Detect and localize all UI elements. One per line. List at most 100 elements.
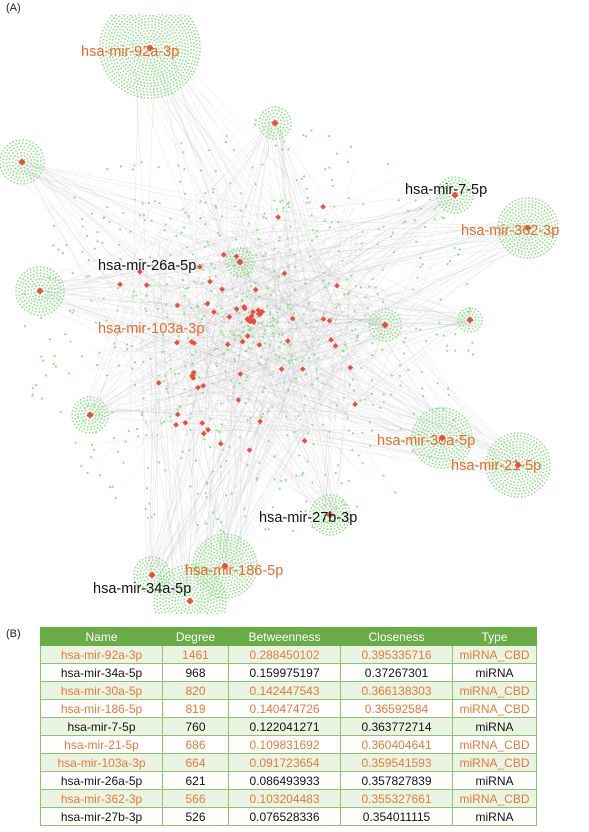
gene-node — [196, 594, 198, 597]
gene-node — [438, 419, 440, 422]
gene-node — [39, 149, 42, 152]
gene-node — [467, 430, 470, 433]
gene-node — [153, 604, 156, 607]
network-edge — [209, 333, 252, 466]
gene-node — [174, 52, 177, 55]
gene-node — [470, 439, 473, 442]
gene-node — [230, 250, 232, 253]
gene-node — [150, 568, 153, 570]
gene-node — [387, 318, 390, 321]
network-edge — [239, 248, 327, 265]
gene-node — [509, 206, 511, 209]
network-edge — [198, 434, 217, 614]
gene-node — [98, 413, 101, 416]
gene-node — [448, 420, 451, 423]
gene-node — [89, 396, 92, 398]
gene-node — [238, 554, 240, 557]
gene-node — [58, 299, 60, 301]
gene-node — [501, 211, 504, 214]
gene-node — [488, 461, 490, 463]
gene-node — [433, 456, 436, 459]
gene-node — [332, 506, 335, 508]
gene-node — [448, 441, 451, 444]
gene-node — [320, 511, 323, 514]
gene-node — [523, 458, 526, 461]
gene-node — [392, 251, 395, 254]
gene-node — [227, 582, 229, 585]
gene-node — [23, 303, 25, 306]
gene-node — [426, 440, 429, 443]
gene-node — [273, 199, 276, 202]
gene-node — [161, 584, 164, 587]
gene-node — [86, 404, 90, 407]
gene-node — [246, 258, 249, 260]
gene-node — [197, 591, 200, 594]
gene-node — [131, 16, 134, 19]
gene-node — [247, 568, 249, 571]
gene-node — [219, 561, 222, 564]
gene-node — [522, 444, 525, 447]
gene-node — [160, 83, 163, 86]
gene-node — [459, 201, 462, 203]
gene-node — [261, 412, 265, 415]
gene-node — [51, 307, 54, 309]
gene-node — [149, 29, 152, 32]
gene-node — [544, 206, 546, 208]
gene-node — [225, 541, 228, 544]
gene-node — [119, 71, 122, 74]
gene-node — [186, 75, 189, 78]
gene-node — [185, 17, 188, 20]
gene-node — [443, 208, 446, 211]
gene-node — [293, 253, 296, 256]
gene-node — [228, 568, 231, 571]
gene-node — [27, 178, 29, 181]
gene-node — [512, 450, 515, 453]
network-edge — [11, 153, 304, 418]
gene-node — [233, 579, 236, 582]
gene-node — [108, 29, 111, 32]
gene-node — [153, 200, 156, 203]
gene-node — [390, 393, 393, 396]
gene-node — [229, 548, 232, 551]
gene-node — [140, 96, 143, 99]
gene-node — [106, 411, 109, 413]
gene-node — [310, 383, 313, 386]
gene-node — [362, 203, 365, 206]
gene-node — [533, 470, 536, 473]
gene-node — [181, 595, 184, 598]
gene-node — [185, 36, 188, 39]
gene-node — [161, 63, 164, 66]
gene-node — [60, 301, 62, 304]
gene-node — [523, 480, 526, 483]
gene-node — [266, 512, 269, 515]
gene-node — [555, 216, 557, 218]
gene-node — [286, 306, 289, 309]
network-edge — [245, 261, 251, 432]
gene-node — [36, 301, 39, 304]
gene-node — [145, 575, 148, 578]
gene-node — [457, 430, 460, 433]
gene-node — [25, 172, 28, 175]
gene-node — [344, 527, 347, 529]
gene-node — [259, 127, 261, 130]
gene-node — [146, 82, 149, 85]
network-edge — [179, 195, 459, 311]
gene-node — [322, 508, 325, 511]
gene-node — [304, 282, 307, 285]
gene-node — [36, 272, 38, 275]
network-edge — [236, 337, 352, 463]
gene-node — [384, 317, 387, 320]
gene-node — [426, 422, 428, 425]
gene-node — [229, 330, 232, 333]
gene-node — [166, 58, 169, 61]
gene-node — [511, 464, 514, 467]
gene-node — [556, 233, 559, 236]
gene-node — [126, 347, 129, 351]
gene-node — [491, 451, 493, 453]
gene-node — [158, 53, 161, 56]
gene-node — [257, 321, 260, 325]
gene-node — [178, 72, 180, 74]
gene-node — [31, 145, 34, 148]
gene-node — [468, 328, 470, 330]
gene-node — [126, 28, 129, 31]
